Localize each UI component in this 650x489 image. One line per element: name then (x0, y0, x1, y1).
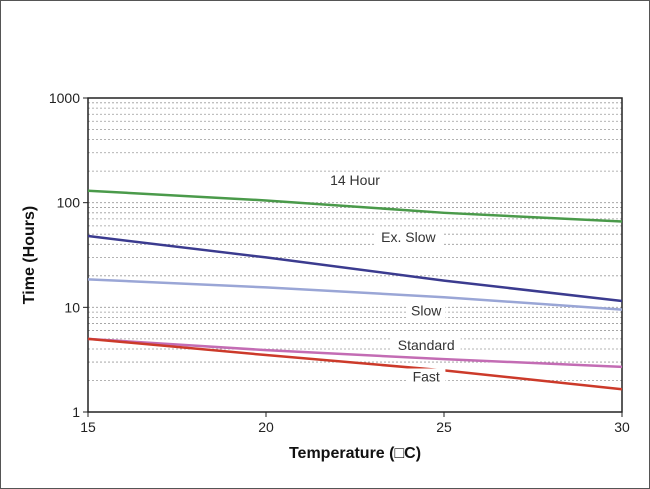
series-label-bg (391, 336, 461, 354)
x-tick-label: 20 (258, 419, 274, 435)
y-tick-label: 100 (57, 195, 81, 211)
series-label-standard: Standard (398, 337, 455, 353)
x-axis-title: Temperature (□C) (289, 445, 421, 462)
series-label-bg (374, 229, 443, 247)
series-label-fast: Fast (413, 368, 440, 384)
series-label-bg (407, 368, 446, 386)
series-line-standard (87, 337, 623, 369)
y-axis-title: Time (Hours) (21, 206, 38, 304)
plot-area (87, 97, 623, 413)
x-tick-label: 25 (436, 419, 452, 435)
series-label-bg (407, 302, 446, 320)
series-label-14-hour: 14 Hour (330, 172, 380, 188)
axis-ticks: 15 20 25 30 1 10 100 1000 (49, 90, 630, 435)
series-lines (87, 189, 623, 391)
series-line-fast (87, 337, 623, 391)
series-label-ex-slow: Ex. Slow (381, 229, 436, 245)
series-label-slow: Slow (411, 303, 442, 319)
x-tick-label: 15 (80, 419, 96, 435)
grid (88, 102, 622, 381)
y-tick-label: 1000 (49, 90, 80, 106)
series-line-ex-slow (87, 234, 623, 303)
x-tick-label: 30 (614, 419, 630, 435)
series-labels: 14 Hour Ex. Slow Slow Standard Fast (324, 172, 461, 386)
series-line-slow (87, 278, 623, 311)
series-line-14-hour (87, 189, 623, 223)
y-tick-label: 10 (64, 299, 80, 315)
series-label-bg (324, 172, 386, 190)
y-tick-label: 1 (72, 404, 80, 420)
